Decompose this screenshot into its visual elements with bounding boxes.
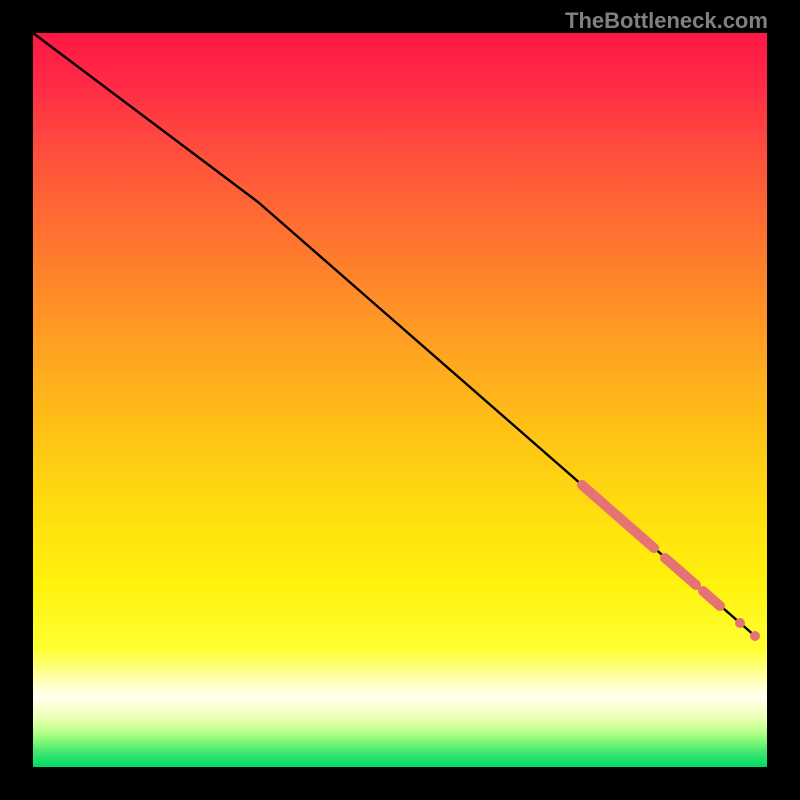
watermark-text: TheBottleneck.com	[565, 8, 768, 34]
plot-gradient-background	[33, 33, 767, 767]
